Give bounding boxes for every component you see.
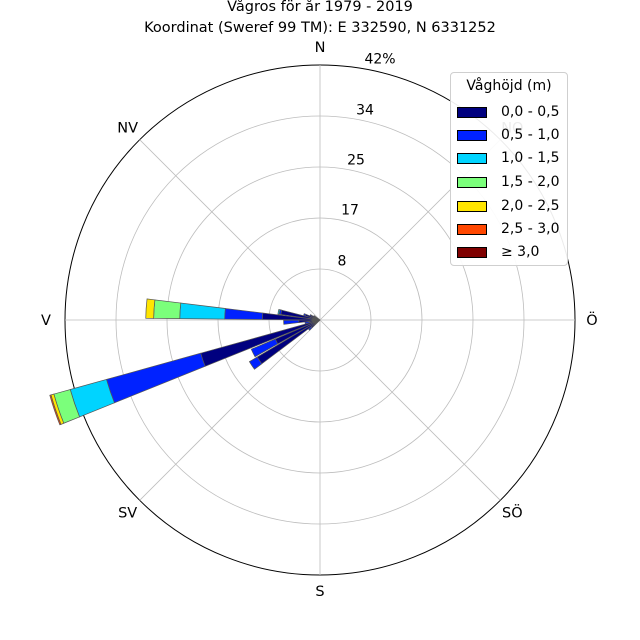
direction-label: S bbox=[315, 584, 324, 600]
legend-label: 2,5 - 3,0 bbox=[501, 221, 560, 237]
direction-label: V bbox=[41, 313, 51, 329]
legend-swatch bbox=[457, 177, 487, 188]
legend-item: 0,0 - 0,5 bbox=[457, 103, 567, 123]
rose-segment bbox=[250, 338, 279, 358]
legend-item: 2,5 - 3,0 bbox=[457, 220, 567, 240]
rose-segment bbox=[224, 308, 264, 320]
rose-segment bbox=[313, 315, 321, 321]
radial-tick-label: 17 bbox=[341, 203, 359, 219]
rose-segment bbox=[283, 319, 300, 325]
grid-spoke bbox=[319, 319, 501, 501]
legend-label: 1,5 - 2,0 bbox=[501, 174, 560, 190]
rose-segment bbox=[106, 352, 206, 404]
radial-tick-label: 42% bbox=[364, 52, 395, 68]
legend-swatch bbox=[457, 247, 487, 258]
grid-spoke bbox=[139, 319, 321, 501]
rose-segment bbox=[303, 313, 307, 317]
rose-segment bbox=[248, 356, 263, 370]
chart-subtitle: Koordinat (Sweref 99 TM): E 332590, N 63… bbox=[144, 20, 496, 36]
legend-item: 0,5 - 1,0 bbox=[457, 126, 567, 146]
rose-segment bbox=[145, 298, 156, 319]
legend-swatch bbox=[457, 153, 487, 164]
direction-label: SÖ bbox=[502, 503, 523, 521]
radial-tick-label: 25 bbox=[347, 153, 365, 169]
rose-segment bbox=[308, 326, 313, 331]
legend: Våghöjd (m) 0,0 - 0,5 0,5 - 1,0 1,0 - 1,… bbox=[450, 72, 568, 266]
rose-segment bbox=[256, 319, 321, 365]
grid-spoke bbox=[139, 139, 321, 321]
legend-swatch bbox=[457, 201, 487, 212]
rose-segment bbox=[309, 314, 313, 317]
chart-title: Vågros för år 1979 - 2019 bbox=[227, 0, 413, 15]
rose-segment bbox=[153, 299, 182, 320]
legend-item: ≥ 3,0 bbox=[457, 243, 567, 263]
legend-item: 2,0 - 2,5 bbox=[457, 197, 567, 217]
rose-segment bbox=[49, 394, 62, 426]
legend-label: 2,0 - 2,5 bbox=[501, 198, 560, 214]
direction-label: Ö bbox=[586, 311, 597, 329]
direction-label: N bbox=[315, 40, 326, 56]
legend-swatch bbox=[457, 224, 487, 235]
rose-segment bbox=[277, 308, 281, 315]
legend-item: 1,0 - 1,5 bbox=[457, 149, 567, 169]
legend-label: ≥ 3,0 bbox=[501, 244, 540, 260]
legend-item: 1,5 - 2,0 bbox=[457, 173, 567, 193]
rose-segment bbox=[304, 321, 310, 325]
direction-label: NV bbox=[117, 121, 138, 137]
legend-label: 0,0 - 0,5 bbox=[501, 104, 560, 120]
rose-segment bbox=[179, 302, 226, 320]
direction-label: SV bbox=[118, 505, 137, 521]
radial-tick-label: 8 bbox=[338, 254, 347, 270]
legend-title: Våghöjd (m) bbox=[466, 78, 552, 94]
legend-swatch bbox=[457, 107, 487, 118]
legend-swatch bbox=[457, 130, 487, 141]
legend-label: 0,5 - 1,0 bbox=[501, 127, 560, 143]
radial-tick-label: 34 bbox=[356, 103, 374, 119]
legend-label: 1,0 - 1,5 bbox=[501, 150, 560, 166]
